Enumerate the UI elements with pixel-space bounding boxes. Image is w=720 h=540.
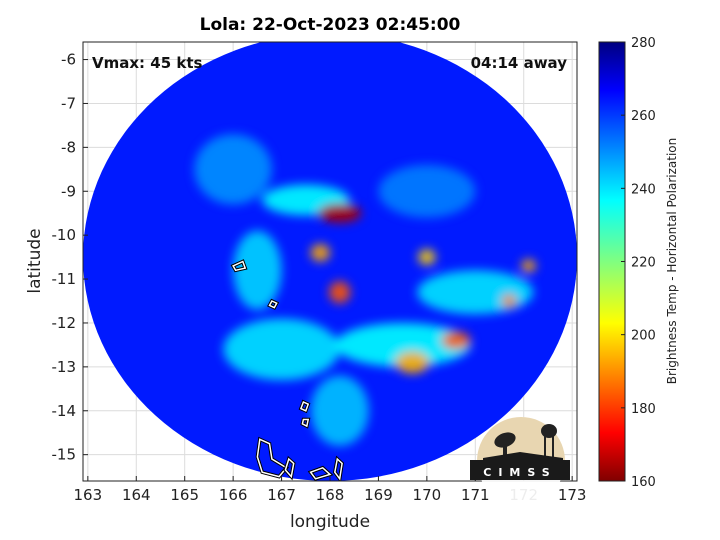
tb-feature [194, 134, 272, 205]
tb-feature [418, 249, 436, 266]
x-axis-label: longitude [290, 512, 370, 532]
y-tick-label: -13 [52, 358, 77, 376]
x-tick-label: 173 [558, 486, 587, 504]
coastline [299, 400, 310, 412]
y-tick-label: -6 [61, 51, 76, 69]
colorbar-tick-label: 220 [631, 256, 656, 271]
coastline [256, 438, 288, 478]
colorbar-tick-label: 180 [631, 402, 656, 417]
tb-feature [334, 322, 471, 367]
tb-feature [378, 164, 476, 218]
y-tick-label: -14 [52, 402, 77, 420]
tb-feature [317, 203, 362, 223]
x-tick-label: 170 [413, 486, 442, 504]
tb-feature [521, 259, 536, 273]
colorbar-tick-label: 240 [631, 182, 656, 197]
tb-feature [233, 230, 282, 310]
coastline [334, 457, 343, 481]
coastline [268, 300, 278, 309]
satellite-dish-icon [494, 432, 516, 448]
tb-feature [501, 294, 517, 308]
tb-feature [395, 351, 430, 374]
water-tower-icon [541, 424, 557, 438]
y-tick-label: -9 [61, 182, 76, 200]
colorbar-tick-label: 280 [631, 36, 656, 51]
x-tick-label: 163 [74, 486, 103, 504]
x-tick-label: 164 [122, 486, 151, 504]
y-axis-ticks: -6 -7 -8 -9 -10 -11 -12 -13 -14 -15 [52, 51, 88, 464]
y-tick-label: -12 [52, 314, 77, 332]
swath-image [83, 42, 577, 481]
convection-features [194, 134, 536, 446]
colorbar-tick-label: 260 [631, 109, 656, 124]
tb-feature [310, 375, 369, 446]
y-tick-label: -10 [52, 226, 77, 244]
tb-feature [223, 318, 340, 381]
time-away-annotation: 04:14 away [471, 54, 568, 72]
x-tick-label: 165 [170, 486, 199, 504]
colorbar [598, 41, 626, 482]
coastline [309, 466, 332, 480]
x-tick-label: 171 [461, 486, 490, 504]
colorbar-label: Brightness Temp - Horizontal Polarizatio… [665, 138, 679, 385]
x-tick-label: 166 [219, 486, 248, 504]
y-tick-label: -15 [52, 446, 77, 464]
colorbar-tick-label: 160 [631, 475, 656, 490]
chart-title: Lola: 22-Oct-2023 02:45:00 [200, 15, 461, 35]
colorbar-tick-label: 200 [631, 329, 656, 344]
vmax-annotation: Vmax: 45 kts [92, 54, 202, 72]
logo-text: CIMSS [483, 466, 556, 479]
x-tick-label: 168 [316, 486, 345, 504]
y-tick-label: -11 [52, 270, 77, 288]
tb-feature [441, 331, 471, 350]
coastline [301, 418, 310, 428]
tb-feature [310, 243, 330, 262]
y-axis-label: latitude [25, 228, 45, 293]
y-tick-label: -7 [61, 94, 76, 112]
coastlines [230, 259, 344, 481]
tb-feature [417, 270, 534, 315]
cimss-logo: CIMSS [470, 417, 570, 505]
coastline [232, 260, 247, 272]
colorbar-ticks: 160 180 200 220 240 260 280 [621, 36, 656, 490]
x-tick-label: 167 [267, 486, 296, 504]
y-tick-label: -8 [61, 138, 76, 156]
tb-feature [329, 281, 351, 304]
coastline [284, 457, 295, 479]
x-tick-label: 169 [364, 486, 393, 504]
